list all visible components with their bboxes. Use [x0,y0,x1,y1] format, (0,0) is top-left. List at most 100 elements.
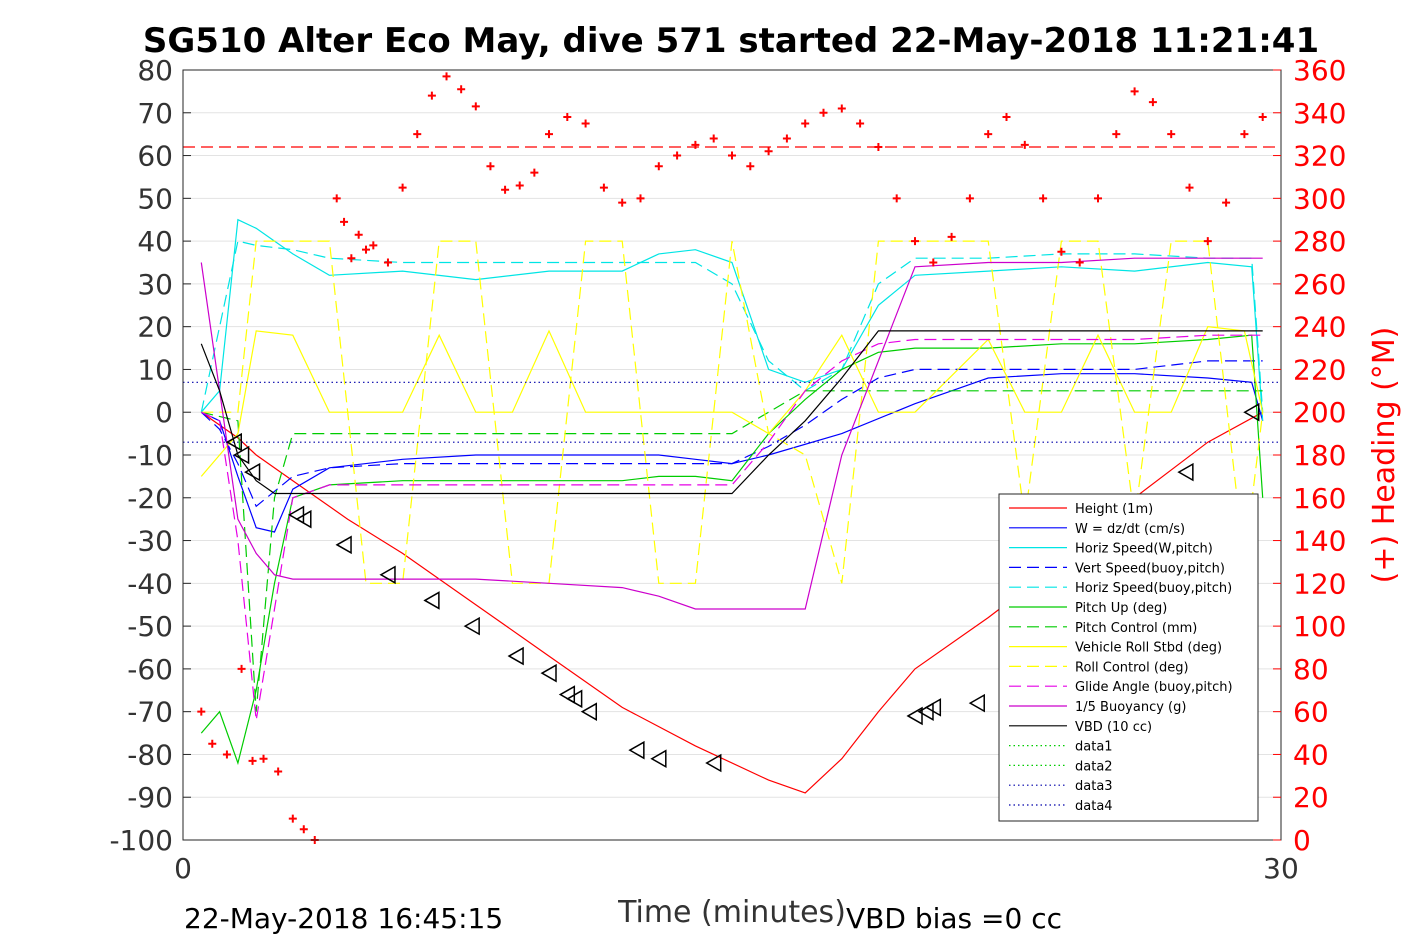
y-tick-label-right: 240 [1293,311,1346,344]
y-tick-label-left: -20 [127,482,173,515]
heading-marker-glyph [515,181,524,190]
y-tick-label-right: 140 [1293,525,1346,558]
heading-marker [362,245,370,254]
y-tick-label-left: 80 [137,54,173,87]
y-tick-label-right: 280 [1293,225,1346,258]
heading-marker [457,85,466,94]
y-tick-label-left: -40 [127,567,173,600]
series-line-8 [200,326,1264,477]
legend-entry: Vehicle Roll Stbd (deg) [1075,641,1222,656]
y-tick-label-left: -30 [127,525,173,558]
heading-marker [515,181,524,190]
dive-marker [580,702,598,721]
heading-marker [801,119,810,128]
heading-marker-glyph [801,119,810,128]
y-tick-label-left: 40 [137,225,173,258]
heading-marker [1075,258,1084,267]
y-tick-label-right: 100 [1293,610,1346,643]
dive-marker [244,462,261,482]
heading-marker-glyph [1258,113,1267,122]
y-tick-label-left: 50 [137,182,173,215]
dive-marker [463,616,480,636]
heading-marker-glyph [929,258,938,267]
heading-marker-glyph [965,194,974,203]
heading-marker [398,183,407,192]
series-line-2 [201,373,1264,533]
legend-entry: Pitch Control (mm) [1075,621,1197,636]
heading-marker-glyph [819,108,828,117]
heading-marker-glyph [427,91,436,100]
heading-marker [1057,247,1066,256]
heading-marker-glyph [332,194,341,203]
left-axis: 80 70 60 50 40 30 20 10 0 -10 -20 -30 -40 -50 -60 -70 -8… [109,54,191,857]
series-line-11 [200,257,1263,610]
heading-marker-glyph [709,134,718,143]
heading-marker-glyph [892,194,901,203]
heading-marker-glyph [728,151,736,160]
y-tick-label-left: -50 [127,610,173,643]
y-tick-label-right: 60 [1293,696,1329,729]
y-tick-label-left: 0 [155,396,173,429]
dive-marker [540,663,557,683]
heading-marker-glyph [691,140,700,149]
dive-marker [924,698,942,717]
heading-marker [1094,194,1102,203]
heading-marker [1002,113,1011,122]
series-line-5 [200,240,1264,413]
dive-marker [1177,462,1194,482]
heading-marker [427,91,436,100]
heading-marker [1203,237,1212,246]
heading-marker [764,147,773,156]
heading-marker [347,254,356,263]
heading-marker [486,162,495,171]
heading-marker-glyph [599,183,608,192]
y-tick-label-right: 20 [1293,781,1329,814]
heading-marker-glyph [1020,140,1029,149]
heading-marker [1258,113,1267,122]
heading-marker-glyph [1240,130,1249,139]
dive-marker [906,706,923,726]
heading-marker-glyph [274,767,283,776]
heading-marker-glyph [654,162,663,171]
heading-marker [929,258,938,267]
heading-marker-glyph [442,72,451,81]
heading-marker-glyph [457,85,466,94]
heading-marker-glyph [618,198,627,207]
x-tick-label: 30 [1263,852,1299,885]
heading-marker-glyph [984,130,993,139]
heading-marker-glyph [1094,194,1102,203]
heading-marker [237,664,246,673]
heading-marker-glyph [911,237,919,246]
legend-entry: Roll Control (deg) [1075,660,1189,675]
heading-marker-glyph [947,232,956,241]
heading-marker [1167,130,1176,139]
heading-marker [299,825,308,834]
heading-marker-glyph [673,151,682,160]
heading-marker [501,185,510,194]
heading-marker [654,162,663,171]
heading-marker [442,72,451,81]
heading-marker [383,258,392,267]
heading-marker [819,108,828,117]
legend-entry: VBD (10 cc) [1075,720,1152,735]
heading-marker [354,230,363,239]
heading-marker [1148,98,1157,107]
heading-marker-glyph [340,217,349,226]
heading-marker-glyph [1203,237,1212,246]
y-tick-label-right: 220 [1293,353,1346,386]
heading-marker [1130,87,1139,96]
dive-marker [705,753,722,773]
y-tick-label-right: 260 [1293,268,1346,301]
heading-marker [984,130,993,139]
heading-marker-glyph [1112,130,1121,139]
heading-marker-glyph [197,707,206,716]
heading-marker-glyph [288,814,297,823]
heading-marker-glyph [1039,194,1048,203]
heading-marker [369,241,378,250]
legend-entry: Height (1m) [1075,502,1153,517]
heading-marker [563,113,572,122]
y-tick-label-left: 60 [137,140,173,173]
heading-marker [248,756,257,765]
series-line-12 [200,330,1263,495]
heading-marker-glyph [248,756,257,765]
